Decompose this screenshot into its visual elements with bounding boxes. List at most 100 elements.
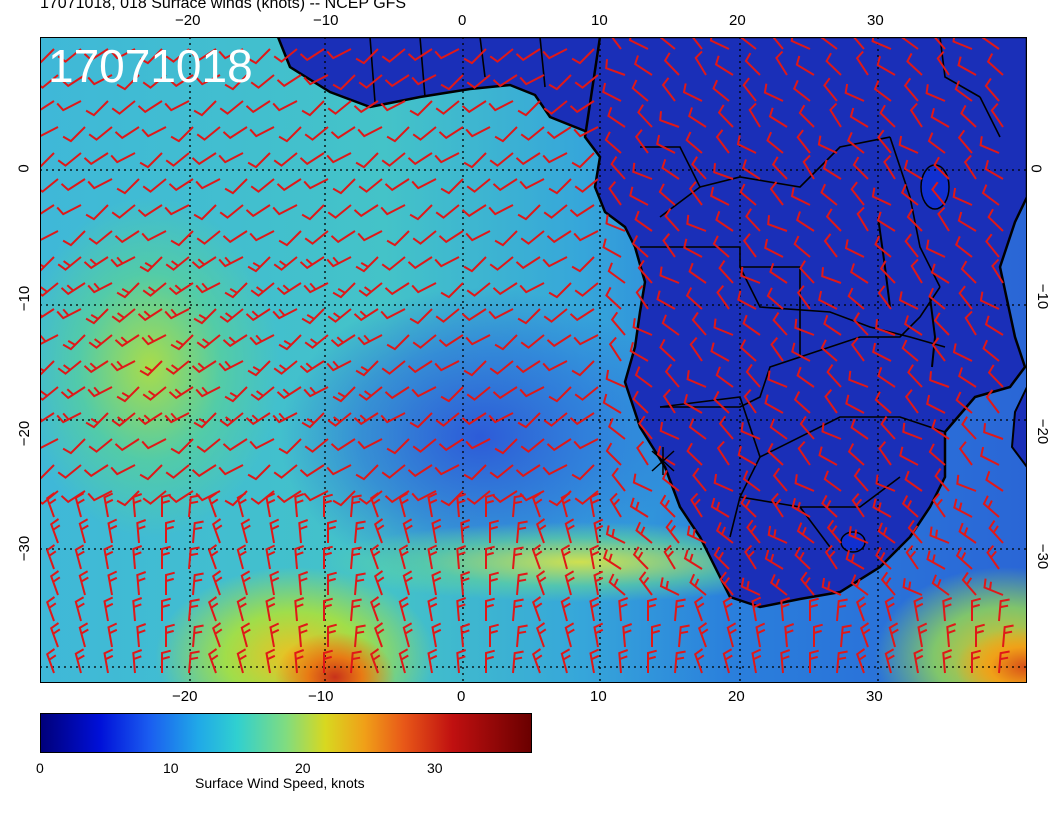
- wind-barb: [350, 598, 362, 622]
- wind-barb: [683, 394, 703, 414]
- wind-barb: [910, 258, 923, 284]
- wind-barb: [605, 214, 626, 232]
- wind-barb: [764, 549, 784, 570]
- wind-barb: [355, 152, 379, 169]
- wind-barb: [931, 574, 950, 596]
- bottom-tick: 30: [866, 688, 883, 705]
- wind-barb: [87, 490, 113, 502]
- wind-barb: [168, 490, 194, 504]
- wind-barb: [809, 649, 819, 673]
- wind-barb: [111, 100, 136, 115]
- wind-barb: [440, 178, 464, 195]
- wind-barb: [304, 438, 329, 453]
- wind-barb: [589, 544, 600, 570]
- wind-barb: [299, 360, 325, 374]
- wind-barb: [492, 490, 518, 504]
- wind-barb: [195, 282, 221, 294]
- wind-barb: [898, 135, 919, 154]
- wind-barb: [103, 648, 114, 674]
- wind-barb: [247, 256, 271, 273]
- wind-barb: [247, 360, 271, 377]
- wind-barb: [571, 48, 595, 65]
- wind-barb: [381, 360, 406, 375]
- wind-barb: [792, 80, 811, 102]
- date-stamp: 17071018: [48, 40, 253, 92]
- wind-barb: [605, 369, 626, 388]
- wind-barb: [991, 258, 1004, 284]
- wind-barb: [427, 648, 438, 674]
- wind-barb: [900, 184, 919, 206]
- wind-barb: [880, 416, 896, 440]
- wind-barb: [88, 126, 113, 141]
- wind-barb: [78, 570, 89, 596]
- wind-barb: [62, 230, 86, 247]
- wind-barb: [192, 624, 204, 648]
- wind-barb: [273, 464, 298, 479]
- wind-barb: [710, 342, 730, 362]
- wind-barb: [755, 622, 766, 648]
- wind-barb: [985, 389, 1000, 414]
- wind-barb: [569, 412, 595, 426]
- wind-barb: [165, 464, 190, 479]
- wind-barb: [272, 412, 298, 424]
- wind-barb: [323, 493, 333, 517]
- wind-barb: [608, 573, 626, 596]
- wind-barb: [355, 360, 379, 377]
- wind-barb: [925, 239, 946, 258]
- wind-barb: [222, 438, 248, 452]
- wind-barb: [610, 156, 626, 180]
- wind-barb: [111, 308, 136, 323]
- wind-barb: [715, 129, 730, 154]
- wind-barb: [188, 650, 200, 674]
- wind-barb: [573, 334, 599, 346]
- wind-barb: [165, 571, 175, 595]
- wind-barb: [846, 132, 865, 154]
- wind-barb: [850, 574, 869, 596]
- wind-barb: [688, 262, 707, 284]
- wind-barb: [954, 80, 973, 102]
- wind-barb: [494, 438, 518, 455]
- colorbar-tick: 0: [36, 760, 44, 776]
- wind-map[interactable]: 17071018: [40, 37, 1027, 683]
- wind-barb: [520, 334, 545, 349]
- wind-barb: [87, 386, 113, 398]
- wind-barb: [971, 597, 981, 621]
- wind-barb: [303, 282, 329, 294]
- wind-barb: [488, 308, 514, 320]
- wind-barb: [40, 438, 59, 450]
- wind-barb: [165, 623, 175, 647]
- wind-barb: [409, 100, 433, 117]
- wind-barb: [272, 204, 298, 216]
- wind-barb: [411, 178, 437, 190]
- wind-barb: [355, 256, 379, 273]
- wind-barb: [492, 74, 518, 88]
- wind-barb: [573, 438, 599, 450]
- wind-barb: [607, 262, 626, 284]
- wind-barb: [942, 597, 953, 622]
- wind-barb: [56, 204, 82, 216]
- wind-barb: [40, 282, 59, 297]
- wind-barb: [740, 577, 761, 596]
- wind-barb: [899, 446, 919, 466]
- wind-barb: [536, 622, 547, 648]
- wind-barb: [622, 623, 633, 648]
- wind-barb: [767, 215, 788, 232]
- wind-barb: [904, 233, 919, 258]
- wind-barb: [694, 648, 705, 674]
- wind-barb: [195, 74, 221, 86]
- wind-barb: [330, 230, 356, 244]
- wind-barb: [852, 156, 869, 180]
- wind-barb: [431, 622, 442, 648]
- wind-barb: [855, 50, 869, 76]
- wind-barb: [411, 282, 437, 294]
- wind-barb: [494, 230, 518, 247]
- wind-barb: [402, 570, 413, 596]
- wind-barb: [193, 204, 217, 221]
- wind-barb: [218, 48, 244, 60]
- station-marker[interactable]: [651, 447, 675, 475]
- wind-barb: [663, 52, 680, 76]
- wind-barb: [142, 282, 167, 297]
- wind-barb: [856, 206, 869, 232]
- wind-barb: [60, 178, 86, 192]
- wind-barb: [427, 492, 438, 518]
